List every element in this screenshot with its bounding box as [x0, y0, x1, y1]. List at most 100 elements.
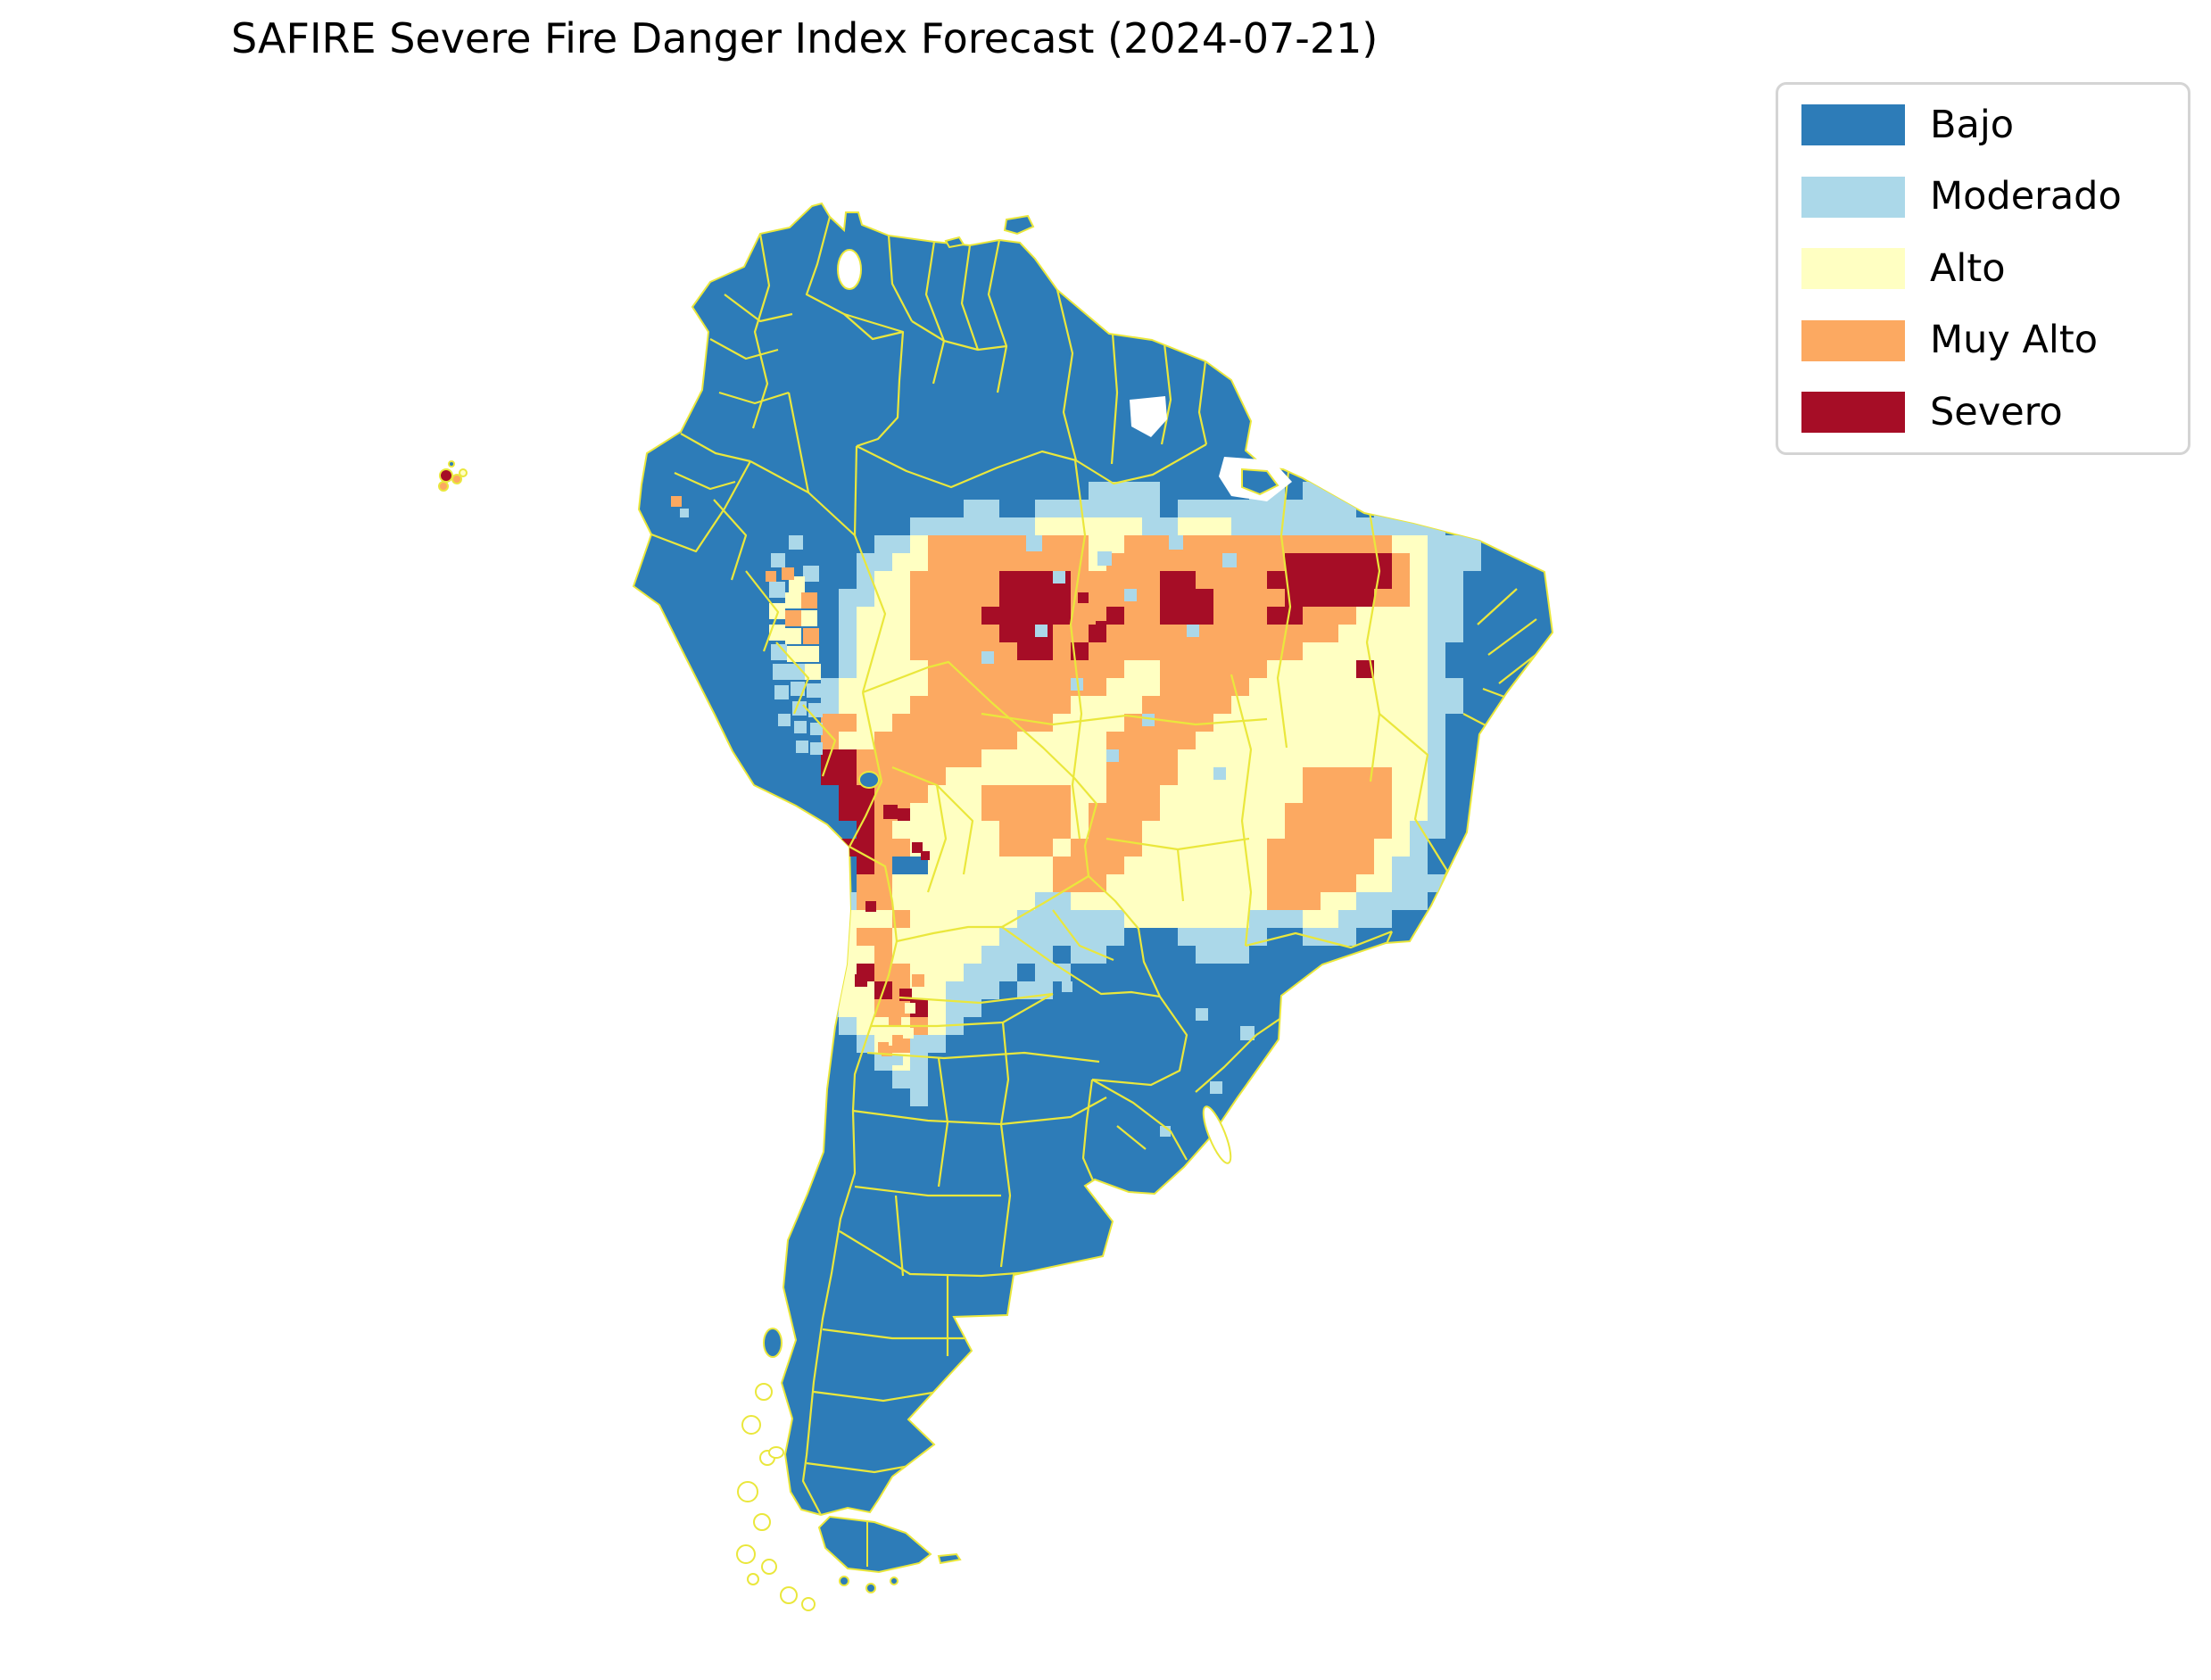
raster-cell: [1089, 660, 1106, 678]
raster-cell: [839, 999, 857, 1017]
raster-cell: [928, 678, 946, 696]
raster-cell: [1142, 714, 1155, 726]
raster-cell: [1356, 732, 1374, 749]
raster-cell: [1445, 607, 1463, 625]
raster-cell: [946, 767, 964, 785]
raster-cell: [671, 496, 682, 507]
raster-cell: [1178, 767, 1196, 785]
raster-cell: [1249, 500, 1267, 517]
raster-cell: [1196, 821, 1213, 839]
raster-cell: [1356, 571, 1374, 589]
raster-cell: [1249, 892, 1267, 910]
raster-cell: [1338, 767, 1356, 785]
raster-cell: [1392, 732, 1410, 749]
raster-cell: [1392, 821, 1410, 839]
raster-cell: [981, 553, 999, 571]
admin-border-line: [1160, 343, 1172, 445]
raster-cell: [1053, 839, 1071, 857]
raster-cell: [1196, 803, 1213, 821]
raster-cell: [1392, 625, 1410, 642]
raster-cell: [1160, 732, 1178, 749]
raster-cell: [769, 625, 785, 641]
galapagos-islet: [439, 468, 453, 483]
raster-cell: [1356, 589, 1374, 607]
raster-cell: [928, 714, 946, 732]
raster-cell: [1267, 571, 1285, 589]
raster-cell: [1071, 571, 1089, 589]
raster-cell: [839, 803, 857, 821]
raster-cell: [1285, 767, 1303, 785]
cape-horn-islet: [865, 1583, 876, 1593]
raster-cell: [1089, 500, 1106, 517]
raster-cell: [1392, 857, 1410, 874]
raster-cell: [1356, 874, 1374, 892]
raster-cell: [892, 785, 910, 803]
raster-cell: [1017, 874, 1035, 892]
raster-cell: [964, 892, 981, 910]
raster-cell: [1053, 571, 1065, 583]
raster-cell: [910, 892, 928, 910]
raster-cell: [1321, 642, 1338, 660]
raster-cell: [981, 732, 999, 749]
raster-cell: [1196, 857, 1213, 874]
raster-cell: [1321, 607, 1338, 625]
admin-border-line: [853, 445, 858, 536]
raster-cell: [1338, 749, 1356, 767]
raster-cell: [1196, 607, 1213, 625]
raster-cell: [892, 1035, 910, 1053]
raster-cell: [946, 749, 964, 767]
raster-cell: [946, 714, 964, 732]
raster-cell: [1053, 964, 1071, 981]
raster-cell: [1356, 767, 1374, 785]
raster-cell: [1338, 892, 1356, 910]
raster-cell: [1338, 857, 1356, 874]
raster-cell: [964, 678, 981, 696]
raster-cell: [1160, 589, 1178, 607]
raster-cell: [1017, 625, 1035, 642]
raster-cell: [1231, 607, 1249, 625]
raster-cell: [1285, 517, 1303, 535]
raster-cell: [946, 981, 964, 999]
raster-cell: [839, 785, 857, 803]
raster-cell: [874, 892, 892, 910]
raster-cell: [1231, 767, 1249, 785]
raster-cell: [1428, 803, 1445, 821]
raster-cell: [1374, 607, 1392, 625]
raster-cell: [1410, 589, 1428, 607]
raster-cell: [1106, 857, 1124, 874]
raster-cell: [1071, 553, 1089, 571]
raster-cell: [1213, 589, 1231, 607]
raster-cell: [1231, 535, 1249, 553]
raster-cell: [1267, 749, 1285, 767]
raster-cell: [1267, 714, 1285, 732]
raster-cell: [1356, 517, 1374, 535]
raster-cell: [1267, 732, 1285, 749]
galapagos-islet: [438, 481, 449, 492]
raster-cell: [1017, 749, 1035, 767]
raster-cell: [1196, 928, 1213, 946]
raster-cell: [1285, 642, 1303, 660]
raster-cell: [1196, 749, 1213, 767]
admin-border-line: [866, 1051, 1100, 1063]
raster-cell: [1356, 749, 1374, 767]
raster-cell: [946, 964, 964, 981]
raster-cell: [981, 767, 999, 785]
raster-cell: [874, 732, 892, 749]
raster-cell: [874, 1053, 892, 1071]
raster-cell: [1178, 892, 1196, 910]
raster-cell: [1124, 571, 1142, 589]
raster-cell: [1071, 946, 1089, 964]
raster-cell: [910, 1088, 928, 1106]
raster-cell: [1196, 517, 1213, 535]
admin-border-line: [1487, 618, 1537, 656]
raster-cell: [874, 553, 892, 571]
raster-cell: [1321, 749, 1338, 767]
raster-cell: [1053, 767, 1071, 785]
raster-cell: [981, 946, 999, 964]
raster-cell: [964, 999, 981, 1017]
raster-cell: [1106, 517, 1124, 535]
chile-fjord-island: [801, 1597, 816, 1611]
raster-cell: [839, 749, 857, 767]
raster-cell: [1196, 678, 1213, 696]
raster-cell: [1356, 821, 1374, 839]
